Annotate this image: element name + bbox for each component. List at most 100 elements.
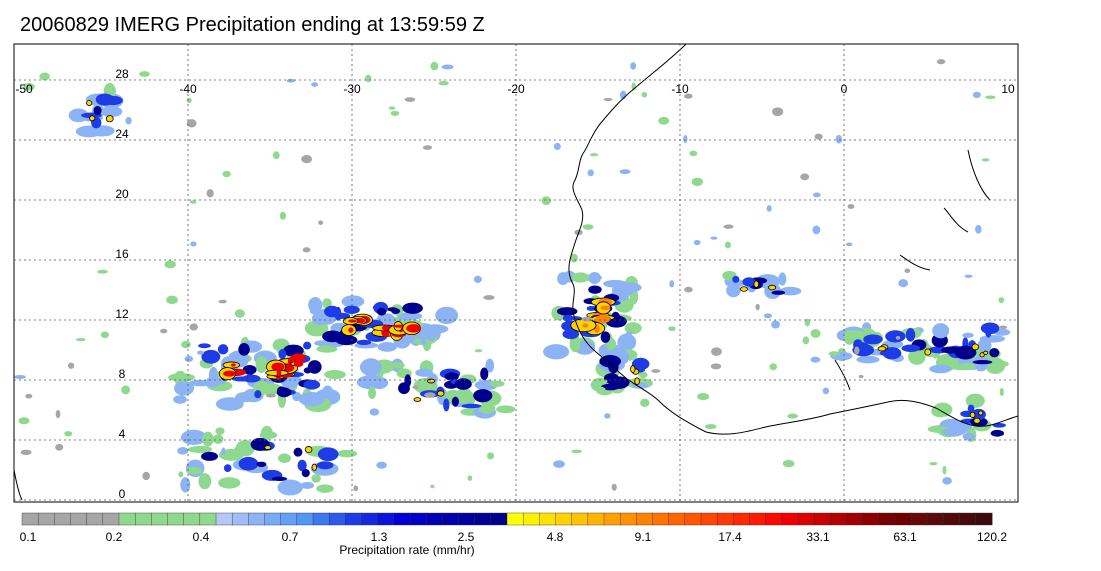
rain-cell [895, 335, 901, 340]
rain-cell [461, 403, 482, 409]
rain-cell [186, 97, 192, 103]
rain-cell [638, 371, 648, 379]
rain-cell [230, 363, 236, 367]
rain-cell [221, 447, 226, 456]
rain-cell [600, 331, 611, 343]
rain-cell [231, 376, 252, 382]
rain-cell [100, 105, 123, 118]
lat-label: 24 [115, 127, 129, 141]
rain-cell [454, 378, 472, 390]
rain-cell [981, 158, 990, 162]
rain-cell [683, 134, 688, 144]
rain-cell [412, 385, 419, 390]
rain-cell [86, 100, 93, 106]
rain-cell [581, 316, 593, 322]
rain-cell [441, 64, 454, 70]
rain-cell [55, 443, 64, 451]
rain-cell [304, 446, 313, 454]
rain-cell [596, 386, 606, 392]
rain-cell [603, 279, 628, 288]
rain-cell [496, 405, 516, 414]
lat-label: 0 [119, 487, 126, 501]
lat-label: 16 [115, 247, 129, 261]
rain-cell [180, 477, 191, 493]
rain-cell [753, 280, 760, 288]
rain-cell [293, 447, 303, 457]
rain-cell [55, 409, 61, 419]
rain-cell [265, 393, 276, 398]
rain-cell [256, 461, 267, 468]
rain-cell [724, 241, 731, 249]
rain-cell [971, 343, 979, 351]
rain-cell [691, 177, 703, 187]
rain-cell [201, 451, 218, 461]
rain-cell [93, 106, 102, 116]
rain-cell [942, 465, 947, 475]
lon-label: -50 [15, 82, 33, 96]
rain-cell [693, 239, 701, 246]
rain-cell [766, 205, 772, 212]
rain-cell [342, 334, 351, 343]
rain-cell [898, 279, 909, 288]
rain-cell [845, 242, 853, 247]
rain-cell [553, 460, 565, 468]
rain-cell [599, 355, 622, 368]
rain-cell [962, 432, 975, 441]
rain-cell [619, 169, 631, 175]
rain-cell [846, 330, 868, 343]
rain-cell [234, 368, 246, 376]
rain-cell [814, 133, 823, 140]
rain-cell [579, 276, 587, 281]
rain-cell [999, 387, 1004, 397]
lon-label: -10 [671, 82, 689, 96]
rain-cell [942, 477, 952, 485]
rain-cell [769, 363, 778, 371]
rain-cell [929, 462, 938, 466]
lon-label: -20 [507, 82, 525, 96]
rain-cell [856, 355, 880, 364]
rain-cell [697, 392, 710, 401]
rain-cell [277, 453, 291, 464]
rain-cell [402, 302, 423, 314]
rain-cell [812, 192, 821, 198]
rain-cell [436, 390, 445, 397]
rain-cell [14, 374, 26, 380]
rain-cell [301, 468, 310, 478]
rain-cell [212, 434, 224, 444]
rain-cell [732, 275, 740, 283]
rain-cell [810, 329, 821, 338]
rain-cell [286, 78, 296, 83]
rain-cell [181, 340, 191, 349]
rain-cell [186, 119, 197, 128]
rain-cell [218, 299, 227, 304]
rain-cell [582, 224, 594, 230]
rain-cell [25, 393, 33, 399]
rain-cell [742, 277, 756, 287]
rain-cell [611, 483, 617, 491]
rain-cell [277, 479, 303, 496]
rain-cell [316, 484, 334, 493]
rain-cell [604, 413, 611, 419]
rain-cell [651, 369, 661, 373]
rain-cell [121, 385, 131, 395]
rain-cell [406, 324, 422, 333]
graticule [14, 44, 1018, 502]
rain-cell [562, 314, 574, 322]
rain-cell [941, 427, 965, 437]
rain-cell [186, 467, 203, 475]
rain-cell [885, 353, 898, 360]
rain-cell [989, 347, 1000, 358]
rain-cell [23, 83, 35, 91]
rain-cell [800, 173, 810, 181]
rain-cell [668, 326, 676, 332]
rain-cell [739, 286, 748, 292]
rain-cell [398, 382, 410, 395]
rain-cell [89, 115, 96, 122]
rain-cell [276, 369, 282, 377]
rain-cell [198, 473, 212, 490]
rain-cell [318, 220, 324, 225]
rain-cell [415, 368, 434, 377]
rain-cell [301, 155, 313, 164]
lon-label: -40 [179, 82, 197, 96]
